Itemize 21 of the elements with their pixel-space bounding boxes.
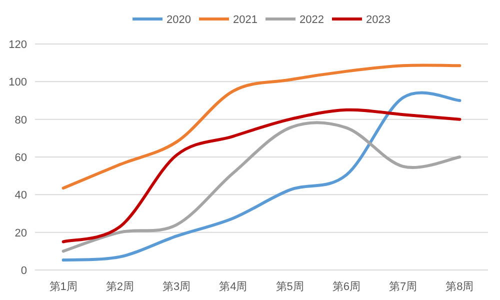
y-tick-label: 100 bbox=[8, 76, 27, 89]
x-tick-label: 第8周 bbox=[446, 281, 474, 293]
legend-label: 2023 bbox=[366, 14, 390, 26]
x-tick-label: 第6周 bbox=[332, 281, 360, 293]
y-tick-label: 80 bbox=[14, 114, 27, 126]
x-tick-label: 第3周 bbox=[162, 281, 191, 293]
x-tick-label: 第4周 bbox=[219, 281, 248, 293]
y-tick-label: 0 bbox=[20, 265, 27, 277]
line-series bbox=[62, 64, 462, 190]
y-tick-label: 20 bbox=[14, 227, 27, 240]
legend-label: 2020 bbox=[166, 14, 192, 26]
x-tick-label: 第1周 bbox=[49, 281, 78, 293]
y-tick-label: 40 bbox=[14, 190, 27, 202]
line-series bbox=[62, 108, 462, 244]
legend-label: 2022 bbox=[300, 14, 324, 26]
x-tick-label: 第5周 bbox=[276, 281, 304, 293]
x-tick-label: 第2周 bbox=[106, 281, 134, 293]
y-tick-label: 60 bbox=[14, 152, 27, 164]
legend-label: 2021 bbox=[233, 14, 258, 26]
x-tick-label: 第7周 bbox=[389, 281, 418, 293]
y-tick-label: 120 bbox=[8, 39, 27, 51]
